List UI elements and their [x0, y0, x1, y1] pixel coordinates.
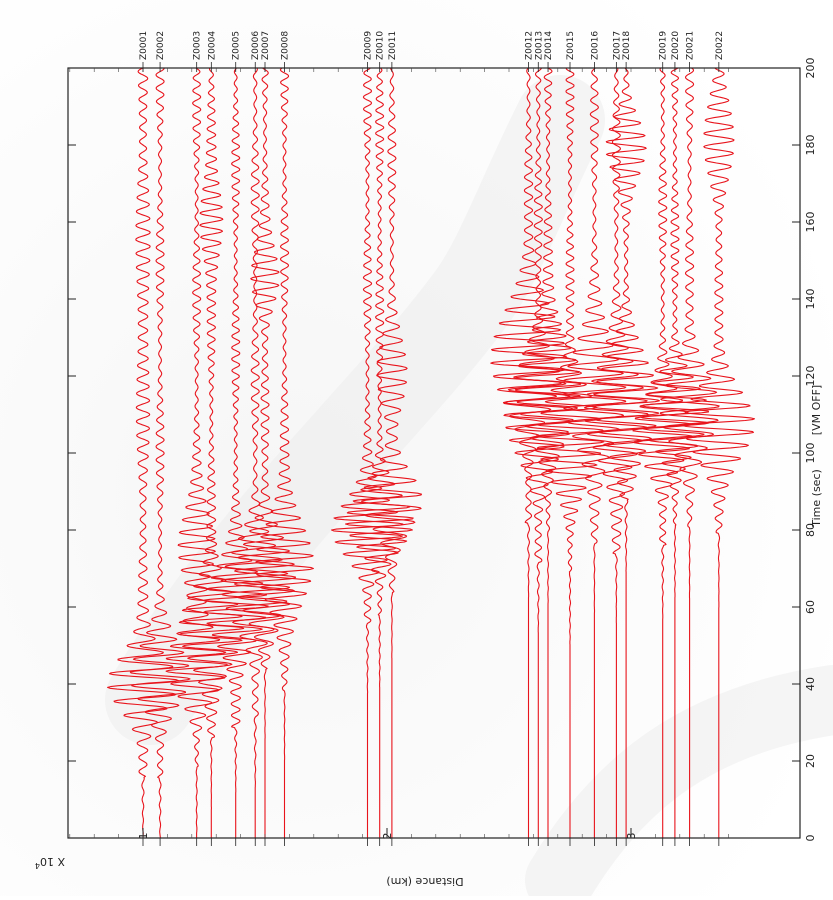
- background-swirl-2: [525, 665, 833, 900]
- station-label: Z0002: [156, 31, 166, 60]
- time-tick-label: 0: [804, 835, 817, 842]
- station-label: Z0008: [281, 31, 291, 60]
- time-tick-label: 20: [804, 754, 817, 768]
- station-label: Z0010: [376, 31, 386, 60]
- station-label: Z0022: [715, 31, 725, 60]
- trace-Z0005: [203, 67, 269, 838]
- station-label: Z0009: [363, 31, 373, 60]
- time-tick-label: 100: [804, 443, 817, 464]
- time-tick-label: 60: [804, 600, 817, 614]
- trace-Z0016: [562, 67, 627, 838]
- trace-Z0019: [632, 67, 693, 838]
- station-label: Z0013: [534, 31, 544, 60]
- station-label: Z0011: [388, 31, 398, 60]
- station-label: Z0001: [139, 31, 149, 60]
- trace-Z0001: [107, 67, 180, 839]
- station-label: Z0004: [207, 31, 217, 60]
- time-tick-label: 180: [804, 135, 817, 156]
- station-label: Z0005: [232, 31, 242, 60]
- time-axis-ticks: 0 20 40 60 80 100 120 140 160 180 200: [68, 58, 817, 842]
- trace-Z0007: [233, 67, 297, 838]
- trace-Z0021: [659, 67, 720, 838]
- time-tick-label: 160: [804, 212, 817, 233]
- trace-Z0009: [330, 67, 404, 838]
- trace-Z0013: [503, 67, 573, 838]
- background-swirl: [105, 75, 605, 745]
- trace-Z0004: [178, 67, 245, 838]
- distance-tick-label: 2: [381, 833, 394, 840]
- station-label: Z0016: [590, 31, 600, 60]
- time-axis-label: Time (sec): [810, 469, 823, 528]
- trace-Z0008: [255, 67, 314, 838]
- station-label: Z0021: [686, 31, 696, 60]
- station-label: Z0012: [525, 31, 535, 60]
- trace-Z0006: [220, 67, 291, 838]
- station-label: Z0017: [612, 31, 622, 60]
- trace-Z0011: [361, 67, 423, 838]
- time-tick-label: 200: [804, 58, 817, 79]
- distance-tick-label: 1: [137, 833, 150, 840]
- trace-group: [107, 67, 756, 839]
- station-label: Z0006: [251, 31, 261, 60]
- time-tick-label: 40: [804, 677, 817, 691]
- trace-Z0012: [490, 67, 567, 838]
- trace-Z0022: [682, 67, 756, 838]
- time-tick-label: 80: [804, 523, 817, 537]
- station-label: Z0019: [659, 31, 669, 60]
- trace-Z0003: [165, 67, 229, 839]
- time-tick-label: 120: [804, 366, 817, 387]
- time-tick-label: 140: [804, 289, 817, 310]
- distance-axis-label: Distance (km): [386, 875, 463, 888]
- trace-Z0020: [640, 67, 710, 838]
- distance-axis-ticks: 1 2 3: [69, 68, 729, 840]
- station-label: Z0014: [544, 31, 554, 60]
- trace-Z0015: [535, 67, 605, 838]
- station-label: Z0020: [671, 31, 681, 60]
- station-label: Z0018: [622, 31, 632, 60]
- distance-multiplier-text: X 104: [35, 855, 65, 870]
- distance-multiplier: X 104: [35, 855, 65, 870]
- trace-Z0002: [129, 67, 191, 838]
- trace-Z0010: [344, 67, 414, 838]
- trace-Z0018: [592, 67, 660, 838]
- station-label: Z0007: [261, 31, 271, 60]
- trace-Z0014: [514, 67, 582, 838]
- station-label: Z0015: [566, 31, 576, 60]
- station-label: Z0003: [193, 31, 203, 60]
- station-labels: Z0001 Z0002 Z0003 Z0004 Z0005 Z0006 Z0007 Z0008…: [139, 31, 725, 846]
- distance-tick-label: 3: [625, 833, 638, 840]
- time-axis-annotation: [VM OFF]: [810, 385, 823, 435]
